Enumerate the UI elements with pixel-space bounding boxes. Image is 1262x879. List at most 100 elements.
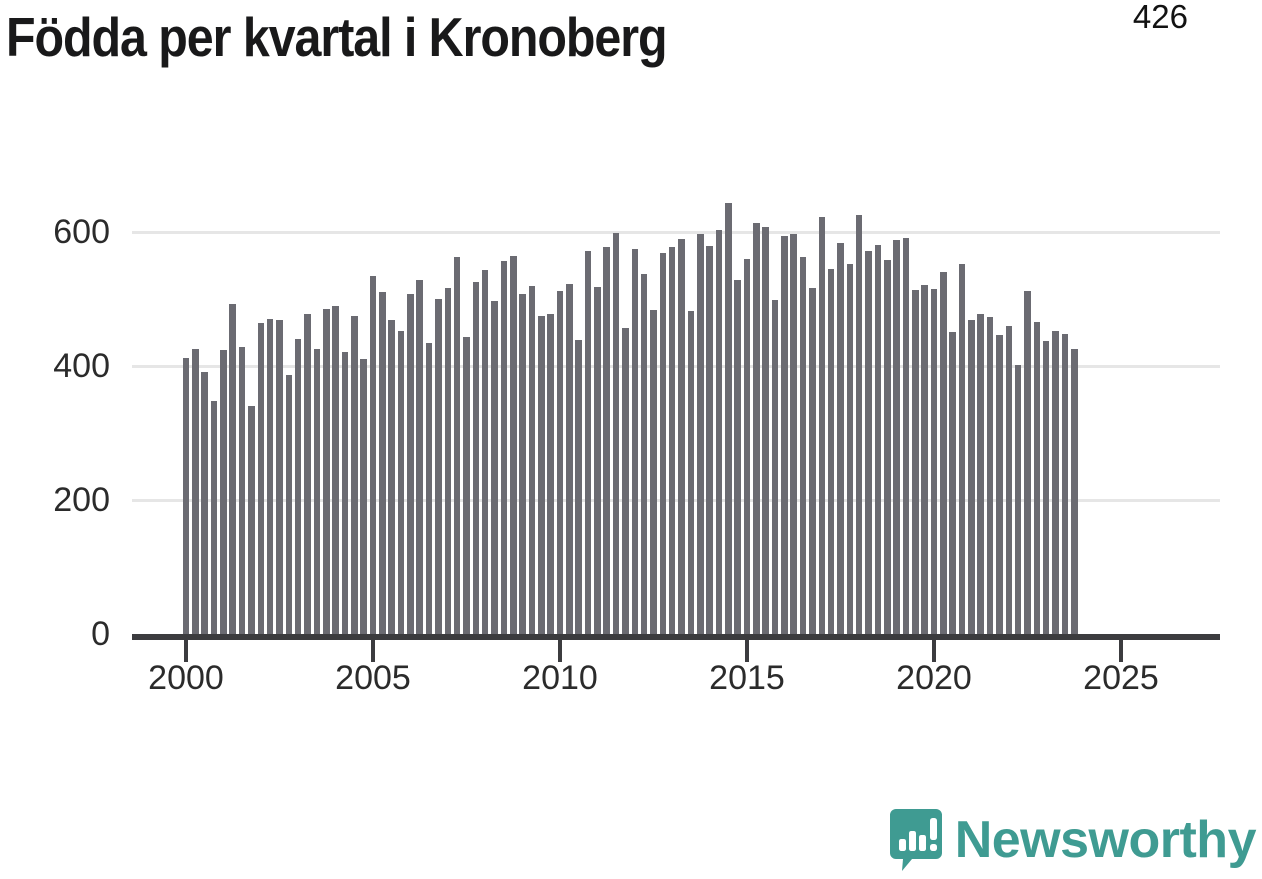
bar (650, 310, 657, 634)
bar (435, 299, 442, 634)
bar (631, 249, 639, 634)
bar (1014, 365, 1022, 634)
bar (304, 313, 311, 634)
bar (220, 349, 227, 634)
bar (640, 274, 648, 634)
y-tick-label: 0 (91, 615, 110, 653)
bar (491, 301, 498, 634)
brand-wordmark: Newsworthy (954, 811, 1257, 869)
bar (481, 270, 489, 634)
bar (575, 339, 582, 634)
x-tick-mark (1119, 640, 1123, 662)
bar (725, 203, 732, 634)
bar (715, 230, 723, 634)
bar (360, 359, 367, 634)
bar (883, 260, 891, 634)
bar (182, 357, 190, 634)
y-tick-label: 400 (53, 347, 110, 385)
bar (556, 290, 564, 634)
bar (790, 234, 798, 634)
bar (397, 330, 405, 634)
bar (827, 268, 835, 634)
bar (902, 238, 910, 634)
bar (594, 286, 601, 634)
bar (753, 223, 760, 634)
bar (1052, 330, 1059, 634)
bar (248, 405, 255, 634)
bar (687, 311, 695, 634)
bar (818, 217, 826, 634)
bar (1024, 290, 1031, 634)
bar (996, 335, 1003, 634)
bar (958, 264, 966, 634)
x-tick-mark (558, 640, 562, 662)
bar (968, 319, 975, 634)
bar (1042, 341, 1050, 634)
bar (1070, 348, 1078, 634)
bar (921, 284, 928, 634)
bar (809, 288, 816, 634)
bar (509, 256, 517, 634)
x-tick-mark (184, 640, 188, 662)
bar (603, 246, 611, 634)
x-tick-mark (371, 640, 375, 662)
bar (977, 313, 985, 634)
x-tick-mark (932, 640, 936, 662)
x-tick-label: 2015 (709, 659, 785, 697)
bar (201, 372, 208, 634)
bar (930, 288, 938, 634)
gridline-400 (132, 365, 1220, 368)
bar (538, 315, 545, 634)
bar (874, 244, 882, 634)
highlighted-value-label: 426 (1132, 0, 1188, 35)
bar (322, 309, 330, 634)
bars-layer (182, 203, 1078, 634)
chart-plot-area: 0 200 400 600 426 2000 2005 2010 2015 2020 2025 (53, 0, 1220, 697)
bar (1005, 325, 1013, 634)
bar (771, 300, 779, 634)
bar (388, 320, 395, 634)
gridline-600 (132, 231, 1220, 234)
bar (659, 253, 667, 634)
bar (949, 331, 956, 634)
gridline-200 (132, 499, 1220, 502)
bar (528, 285, 536, 634)
x-tick-label: 2010 (522, 659, 598, 697)
bar (266, 319, 274, 634)
x-tick-label: 2000 (148, 659, 224, 697)
bar (696, 234, 704, 634)
x-axis-baseline (132, 634, 1220, 640)
bar (294, 339, 302, 634)
bar (285, 375, 293, 634)
x-tick-label: 2020 (896, 659, 972, 697)
page-title: Födda per kvartal i Kronoberg (6, 6, 668, 68)
bar (566, 284, 573, 634)
bar (893, 240, 900, 634)
y-tick-label: 600 (53, 213, 110, 251)
bar (678, 238, 685, 634)
bar (472, 281, 480, 634)
x-tick-label: 2005 (335, 659, 411, 697)
bar (1033, 321, 1041, 634)
bar (332, 306, 339, 634)
bar (940, 272, 947, 634)
bar (192, 349, 199, 634)
bar (257, 323, 265, 634)
bar (379, 291, 386, 634)
bar (463, 336, 470, 634)
bar (622, 328, 629, 634)
bar (276, 320, 283, 634)
bar (846, 264, 854, 634)
bar (407, 293, 414, 634)
chart-bubble-icon (889, 809, 942, 871)
bar (351, 316, 358, 634)
bar (706, 246, 713, 634)
bar (369, 275, 377, 634)
bar (1061, 333, 1069, 634)
bar (865, 251, 872, 634)
bar (416, 280, 424, 634)
bar (855, 215, 863, 634)
bar (799, 257, 807, 634)
y-tick-label: 200 (53, 481, 110, 519)
x-tick-mark (745, 640, 749, 662)
